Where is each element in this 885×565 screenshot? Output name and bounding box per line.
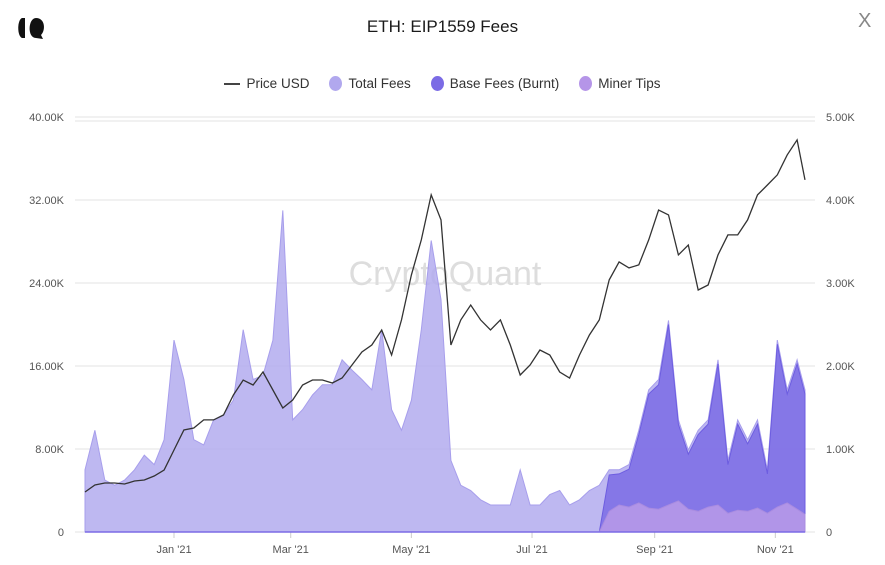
y-left-tick-label: 32.00K [29, 195, 65, 207]
y-right-tick-label: 3.00K [826, 278, 855, 290]
y-right-tick-label: 5.00K [826, 112, 855, 124]
y-left-tick-label: 0 [58, 527, 64, 539]
y-right-tick-label: 0 [826, 527, 832, 539]
dot-swatch-icon [329, 76, 343, 91]
legend-price-usd[interactable]: Price USD [224, 76, 309, 91]
y-left-tick-label: 40.00K [29, 112, 65, 124]
y-right-tick-label: 4.00K [826, 195, 855, 207]
x-tick-label: Jul '21 [516, 544, 547, 556]
legend: Price USD Total Fees Base Fees (Burnt) M… [0, 76, 885, 91]
legend-total-fees[interactable]: Total Fees [329, 76, 411, 91]
x-tick-label: May '21 [392, 544, 430, 556]
dot-swatch-icon [430, 76, 444, 91]
y-right-tick-label: 2.00K [826, 361, 855, 373]
x-tick-label: Sep '21 [636, 544, 673, 556]
x-tick-label: Mar '21 [273, 544, 309, 556]
x-tick-label: Jan '21 [156, 544, 191, 556]
y-left-tick-label: 24.00K [29, 278, 65, 290]
dot-swatch-icon [579, 76, 593, 91]
y-right-tick-label: 1.00K [826, 444, 855, 456]
close-icon[interactable]: X [858, 10, 872, 32]
chart-title: ETH: EIP1559 Fees [366, 17, 519, 36]
y-left-tick-label: 16.00K [29, 361, 65, 373]
price-usd-line [84, 138, 806, 493]
x-tick-label: Nov '21 [757, 544, 794, 556]
total-fees-area [84, 210, 806, 533]
legend-base-fees[interactable]: Base Fees (Burnt) [430, 76, 559, 91]
cryptoquant-logo [18, 18, 44, 39]
legend-miner-tips[interactable]: Miner Tips [579, 76, 661, 91]
line-swatch-icon [224, 82, 241, 85]
y-left-tick-label: 8.00K [35, 444, 64, 456]
